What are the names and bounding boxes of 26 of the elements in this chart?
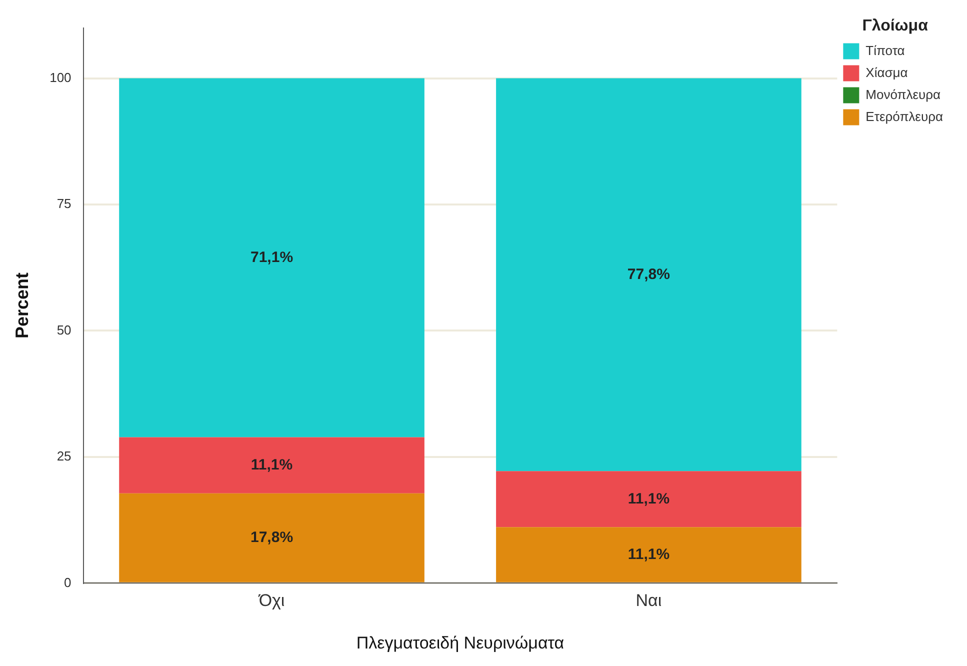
legend-title: Γλοίωμα [862,17,928,34]
y-tick-label: 25 [56,448,72,464]
data-label: 17,8% [250,528,294,546]
legend-label: Μονόπλευρα [866,86,942,102]
y-tick-label: 100 [50,70,72,85]
data-label: 11,1% [250,456,293,474]
y-tick-label: 50 [56,322,72,338]
data-label: 77,8% [627,266,670,283]
x-tick-label: Ναι [636,591,662,610]
y-tick-label: 0 [64,574,72,590]
bar [119,437,424,494]
y-tick-label: 75 [56,196,72,212]
legend-label: Ετερόπλευρα [866,108,944,124]
legend-label: Τίποτα [866,42,906,58]
bar [119,493,424,582]
bar [119,78,424,438]
bar [496,78,802,472]
data-label: 71,1% [250,248,294,266]
x-tick-label: Όχι [258,591,285,610]
legend-label: Χίασμα [866,64,908,80]
data-label: 11,1% [628,490,670,508]
bar [496,471,802,528]
data-label: 11,1% [628,546,670,563]
x-axis-title: Πλεγματοειδή Νευρινώματα [356,633,564,652]
y-axis-title: Percent [12,272,32,339]
bar [496,527,802,582]
